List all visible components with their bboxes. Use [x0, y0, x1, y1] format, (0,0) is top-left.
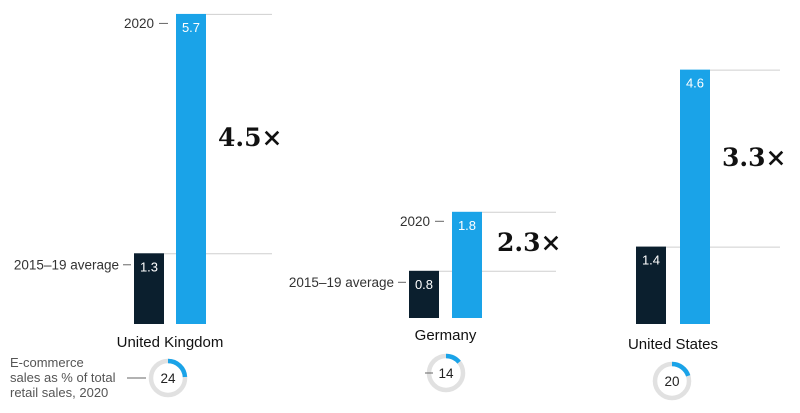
- data-label-average: 1.3: [140, 259, 158, 274]
- donut-value: 14: [438, 366, 454, 381]
- group-united-kingdom: 1.3 5.7 2020 2015–19 average 4.5× United King…: [14, 13, 282, 398]
- bar-average: [409, 270, 439, 318]
- footnote-line: E-commerce: [10, 355, 84, 370]
- donut-value: 24: [160, 371, 176, 386]
- donut-fill: [426, 353, 466, 393]
- bar-2020: [176, 13, 206, 324]
- footnote-line: retail sales, 2020: [10, 385, 108, 400]
- donut-fill: [652, 361, 692, 401]
- multiplier-label: 2.3×: [497, 228, 561, 257]
- series-label-average: 2015–19 average: [14, 257, 119, 272]
- country-label: Germany: [415, 327, 477, 344]
- series-label-2020: 2020: [124, 16, 154, 31]
- multiplier-label: 3.3×: [722, 143, 786, 172]
- group-germany: 0.8 1.8 2020 2015–19 average 2.3× Germany 14: [289, 211, 561, 393]
- donut-value: 20: [664, 374, 679, 389]
- country-label: United States: [628, 336, 718, 353]
- data-label-average: 0.8: [415, 277, 433, 292]
- bar-2020: [680, 69, 710, 325]
- bar-average: [134, 253, 164, 324]
- footnote-line: sales as % of total: [10, 370, 116, 385]
- series-label-average: 2015–19 average: [289, 275, 394, 290]
- multiplier-label: 4.5×: [218, 123, 282, 152]
- data-label-2020: 4.6: [686, 76, 704, 91]
- data-label-average: 1.4: [642, 253, 660, 268]
- chart-groups: 1.3 5.7 2020 2015–19 average 4.5× United King…: [14, 13, 786, 401]
- data-label-2020: 1.8: [458, 218, 476, 233]
- bar-average: [636, 246, 666, 324]
- series-label-2020: 2020: [400, 214, 430, 229]
- donut-fill: [148, 358, 188, 398]
- group-united-states: 1.4 4.6 3.3× United States 20: [628, 69, 786, 401]
- data-label-2020: 5.7: [182, 20, 200, 35]
- bar-2020: [452, 211, 482, 318]
- country-label: United Kingdom: [117, 334, 224, 351]
